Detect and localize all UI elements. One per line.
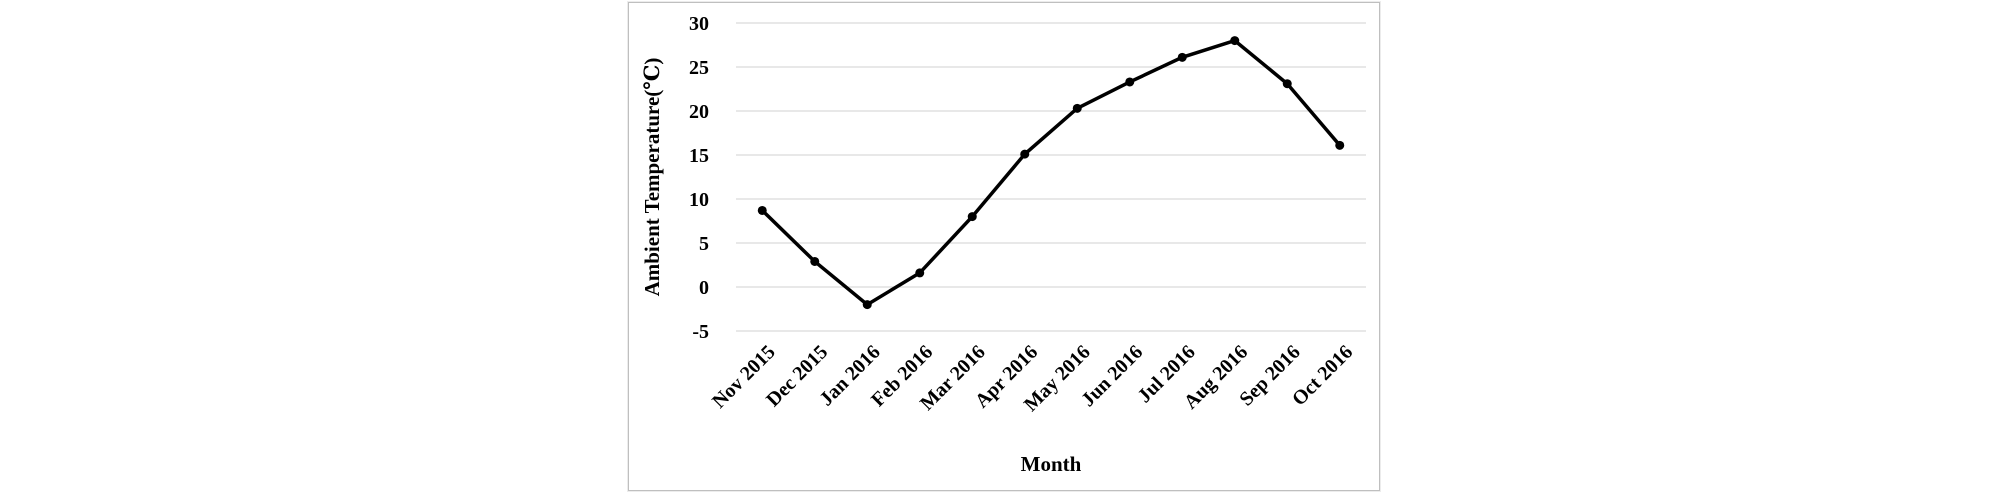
y-axis-tick-labels: 30 25 20 15 10 5 0 -5 <box>689 13 709 343</box>
y-tick-label: 10 <box>689 189 709 211</box>
data-point-marker <box>1020 149 1030 159</box>
temperature-chart: 30 25 20 15 10 5 0 -5 Nov 2015 Dec 2015 Jan 2016 F… <box>628 2 1380 491</box>
data-point-marker <box>1125 77 1135 87</box>
y-tick-label: 15 <box>689 145 709 167</box>
data-point-marker <box>1335 140 1345 150</box>
data-point-marker <box>862 300 872 310</box>
data-point-marker <box>1072 103 1082 113</box>
series-layer <box>757 36 1345 310</box>
y-tick-label: -5 <box>692 321 709 343</box>
x-axis-title: Month <box>1021 452 1082 476</box>
data-point-marker <box>757 205 767 215</box>
data-point-marker <box>1230 36 1240 46</box>
data-point-marker <box>810 256 820 266</box>
y-tick-label: 25 <box>689 57 709 79</box>
y-tick-label: 20 <box>689 101 709 123</box>
temperature-series-line <box>761 38 1342 307</box>
y-tick-label: 0 <box>699 277 709 299</box>
data-point-marker <box>967 212 977 222</box>
gridlines-layer <box>736 22 1366 332</box>
y-tick-label: 5 <box>699 233 709 255</box>
data-point-marker <box>1282 79 1292 89</box>
y-axis-title: Ambient Temperature(℃) <box>640 58 664 297</box>
data-point-marker <box>915 268 925 278</box>
y-tick-label: 30 <box>689 13 709 35</box>
data-point-marker <box>1177 52 1187 62</box>
